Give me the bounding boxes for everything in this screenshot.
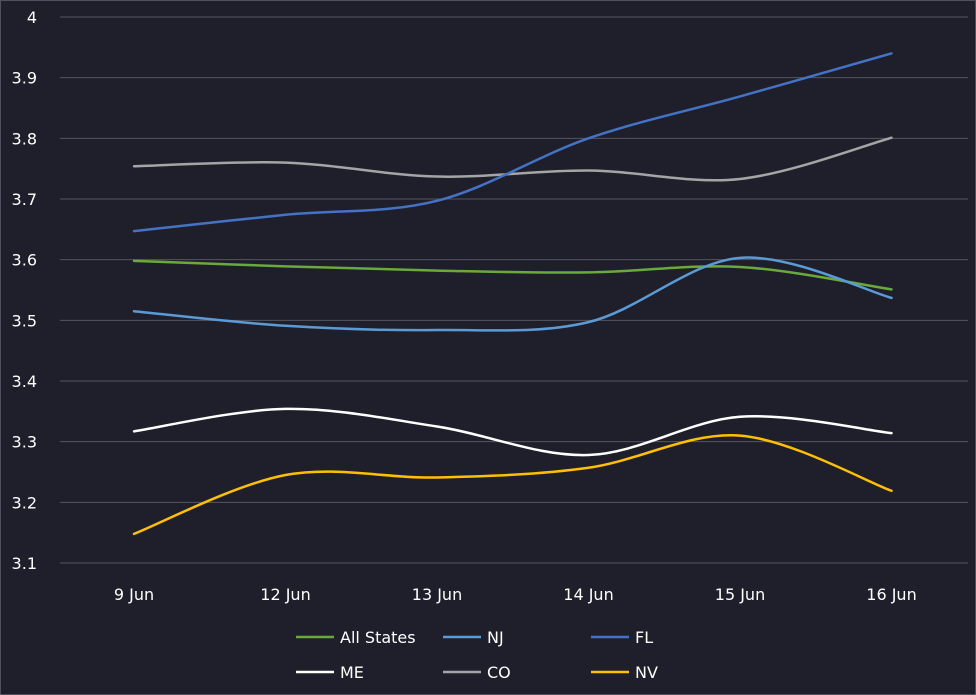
x-tick-label: 14 Jun xyxy=(563,585,613,604)
x-tick-label: 9 Jun xyxy=(114,585,154,604)
legend-label-me: ME xyxy=(340,663,364,682)
legend-label-co: CO xyxy=(487,663,511,682)
x-tick-label: 15 Jun xyxy=(715,585,765,604)
y-tick-label: 3.6 xyxy=(12,251,37,270)
x-axis: 9 Jun 12 Jun 13 Jun 14 Jun 15 Jun 16 Jun xyxy=(114,585,917,604)
legend: All States NJ FL ME CO NV xyxy=(296,628,658,682)
series-line-nj xyxy=(132,256,893,332)
series-line-co xyxy=(132,136,893,182)
y-tick-label: 3.9 xyxy=(12,69,37,88)
x-tick-label: 16 Jun xyxy=(866,585,916,604)
x-tick-label: 13 Jun xyxy=(412,585,462,604)
y-tick-label: 3.7 xyxy=(12,190,37,209)
series-lines xyxy=(132,52,893,536)
y-tick-label: 3.5 xyxy=(12,311,37,330)
legend-label-all-states: All States xyxy=(340,628,416,647)
series-line-fl xyxy=(132,52,893,233)
gridlines xyxy=(60,16,968,564)
x-tick-label: 12 Jun xyxy=(260,585,310,604)
legend-label-nj: NJ xyxy=(487,628,504,647)
y-tick-label: 3.4 xyxy=(12,372,37,391)
series-line-me xyxy=(132,407,893,457)
legend-label-nv: NV xyxy=(635,663,658,682)
y-tick-label: 4 xyxy=(27,8,37,27)
y-tick-label: 3.1 xyxy=(12,554,37,573)
y-tick-label: 3.8 xyxy=(12,129,37,148)
y-axis: 3.1 3.2 3.3 3.4 3.5 3.6 3.7 3.8 3.9 4 xyxy=(12,8,37,573)
y-tick-label: 3.2 xyxy=(12,493,37,512)
legend-label-fl: FL xyxy=(635,628,653,647)
series-line-nv xyxy=(132,434,893,536)
y-tick-label: 3.3 xyxy=(12,433,37,452)
series-line-all-states xyxy=(132,259,893,291)
